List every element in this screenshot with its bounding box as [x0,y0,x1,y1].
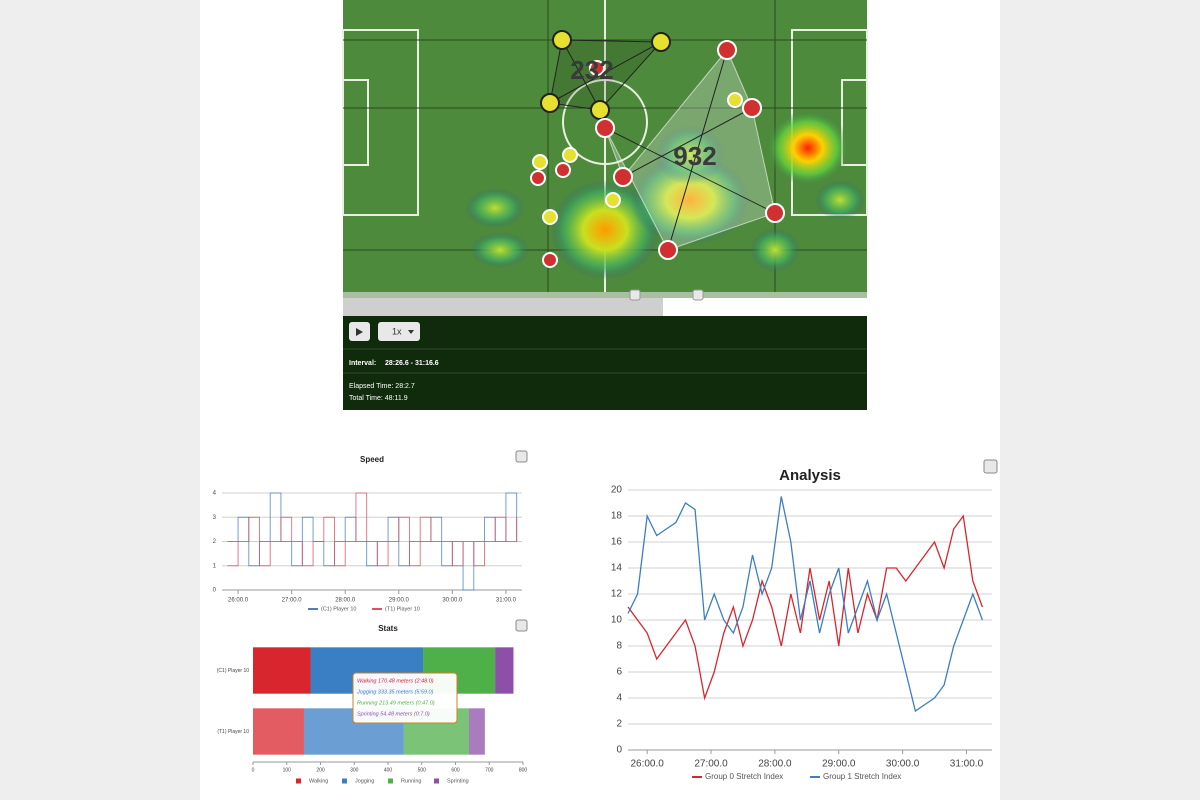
legend-label: Jogging [355,778,374,784]
series-line [227,492,518,591]
tooltip-line: Walking 170.48 meters (2:48.0) [357,678,434,684]
legend-swatch [434,778,439,784]
x-tick-label: 26:00.0 [228,598,249,604]
x-tick-label: 27:00.0 [282,598,303,604]
x-tick-label: 31:00.0 [496,598,517,604]
y-tick-label: 0 [616,745,622,756]
interval-value: 28:26.6 - 31:16.6 [385,360,439,367]
y-tick-label: 8 [616,641,622,652]
x-tick-label: 0 [252,767,255,773]
y-tick-label: 18 [611,511,623,522]
dropdown-arrow [408,330,414,334]
speed-select[interactable] [378,322,420,341]
y-tick-label: 10 [611,615,623,626]
pitch: 232 932 [342,0,868,292]
legend-label: Group 1 Stretch Index [823,772,901,781]
y-tick-label: (T1) Player 10 [217,729,249,735]
legend-swatch [388,778,393,784]
y-tick-label: 4 [616,693,622,704]
y-tick-label: 16 [611,537,623,548]
x-tick-label: 30:00.0 [886,759,920,770]
bar-segment [469,708,485,755]
players [530,30,785,268]
slider-range [343,292,867,298]
x-tick-label: 800 [519,767,528,773]
legend-label: Running [401,778,422,784]
x-tick-label: 29:00.0 [822,759,856,770]
menu-button[interactable] [515,619,528,632]
x-tick-label: 300 [350,767,359,773]
series-line [627,496,984,713]
legend-label: Sprinting [447,778,469,784]
slider-handle[interactable] [629,289,641,301]
x-tick-label: 26:00.0 [630,759,664,770]
x-tick-label: 30:00.0 [442,598,463,604]
x-tick-label: 400 [384,767,393,773]
x-tick-label: 100 [283,767,292,773]
menu-button[interactable] [515,450,528,463]
bar-segment [495,647,514,694]
tooltip-line: Running 213.49 meters (0:47.0) [357,700,435,706]
x-tick-label: 29:00.0 [389,598,410,604]
y-tick-label: 0 [213,588,217,594]
x-tick-label: 27:00.0 [694,759,728,770]
chart-title: Speed [360,455,384,464]
y-tick-label: 2 [616,719,622,730]
y-tick-label: 1 [213,563,217,569]
chart-menus [515,450,998,632]
tooltip-line: Sprinting 54.48 meters (0:7.0) [357,711,430,717]
slider-handle[interactable] [692,289,704,301]
speed-value: 1x [392,326,402,336]
tooltip [352,672,458,724]
bar-segment [253,647,311,694]
y-tick-label: 3 [213,515,217,521]
heatmap [465,110,865,280]
legend-label: (T1) Player 10 [385,606,420,612]
y-tick-label: 6 [616,667,622,678]
y-tick-label: 12 [611,589,623,600]
control-panel [343,316,867,410]
menu-button[interactable] [983,459,998,474]
interval-label: Interval: [349,360,376,367]
y-tick-label: (C1) Player 10 [217,668,249,674]
elapsed-time: Elapsed Time: 28:2.7 [349,383,415,390]
play-icon [356,328,363,336]
legend-swatch [296,778,301,784]
player-links [549,39,776,251]
y-tick-label: 14 [611,563,623,574]
chart-title: Analysis [779,467,841,484]
tooltip-line: Jogging 333.35 meters (5:59.0) [356,689,434,695]
legend-label: Walking [309,778,328,784]
x-tick-label: 600 [451,767,460,773]
legend-label: Group 0 Stretch Index [705,772,783,781]
x-tick-label: 31:00.0 [950,759,984,770]
x-tick-label: 28:00.0 [758,759,792,770]
group-label: 232 [570,55,613,85]
total-time: Total Time: 48:11.9 [349,395,408,402]
chart-title: Stats [378,624,398,633]
x-tick-label: 700 [485,767,494,773]
bar-segment [253,708,304,755]
y-tick-label: 20 [611,485,623,496]
group-label: 932 [673,141,716,171]
series-line [227,492,518,567]
x-tick-label: 28:00.0 [335,598,356,604]
y-tick-label: 4 [213,491,217,497]
x-tick-label: 500 [418,767,427,773]
x-tick-label: 200 [316,767,325,773]
legend-swatch [342,778,347,784]
player-controls: 1x Interval: 28:26.6 - 31:16.6 Elapsed T… [343,316,867,410]
timeline [343,289,867,316]
slider-fill [343,298,663,316]
legend-label: (C1) Player 10 [321,606,356,612]
y-tick-label: 2 [213,539,217,545]
